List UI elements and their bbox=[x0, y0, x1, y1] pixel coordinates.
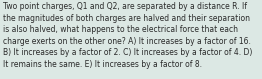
Text: Two point charges, Q1 and Q2, are separated by a distance R. If
the magnitudes o: Two point charges, Q1 and Q2, are separa… bbox=[3, 2, 253, 69]
